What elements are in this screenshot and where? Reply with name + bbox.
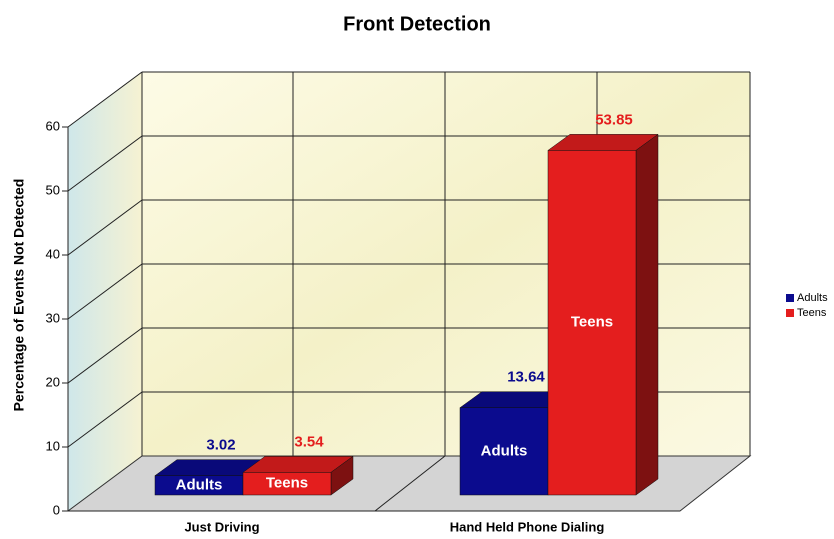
- y-tick-label: 50: [46, 182, 60, 197]
- y-tick-label: 0: [53, 502, 60, 517]
- legend-swatch: [786, 309, 794, 317]
- value-label: 53.85: [595, 111, 633, 128]
- y-tick-label: 40: [46, 246, 60, 261]
- y-tick-label: 10: [46, 438, 60, 453]
- y-tick-label: 60: [46, 118, 60, 133]
- y-tick-label: 20: [46, 374, 60, 389]
- bar-series-label: Adults: [481, 442, 528, 459]
- bar-series-label: Adults: [176, 477, 223, 494]
- legend-swatch: [786, 294, 794, 302]
- value-label: 3.02: [206, 437, 235, 454]
- bar-series-label: Teens: [571, 314, 613, 331]
- chart: Front Detection Percentage of Events Not…: [0, 0, 834, 539]
- value-label: 3.54: [294, 433, 324, 450]
- bar-side: [636, 134, 658, 495]
- y-tick-label: 30: [46, 310, 60, 325]
- value-label: 13.64: [507, 369, 545, 386]
- bar-group: Teens 53.85: [548, 111, 658, 495]
- bar-series-label: Teens: [266, 475, 308, 492]
- page: {"chart_data": {"type": "bar3d", "title"…: [0, 0, 834, 539]
- x-tick-label: Just Driving: [184, 519, 259, 534]
- y-axis-label: Percentage of Events Not Detected: [11, 179, 27, 412]
- legend-label: Adults: [797, 292, 828, 304]
- chart-title: Front Detection: [343, 13, 491, 35]
- legend-label: Teens: [797, 307, 827, 319]
- x-tick-label: Hand Held Phone Dialing: [450, 519, 605, 534]
